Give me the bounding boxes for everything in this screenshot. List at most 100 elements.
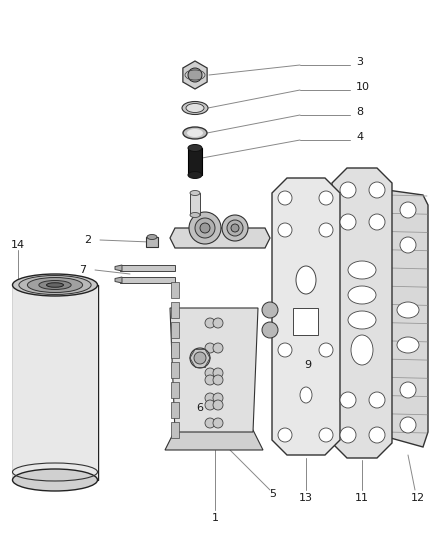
Circle shape: [189, 212, 221, 244]
Polygon shape: [332, 168, 392, 458]
Ellipse shape: [186, 103, 204, 112]
Polygon shape: [293, 308, 318, 335]
Text: 5: 5: [269, 489, 276, 499]
Text: 4: 4: [357, 132, 364, 142]
Circle shape: [400, 382, 416, 398]
Circle shape: [205, 393, 215, 403]
Circle shape: [194, 352, 206, 364]
Circle shape: [400, 417, 416, 433]
Ellipse shape: [351, 335, 373, 365]
Circle shape: [319, 191, 333, 205]
Polygon shape: [146, 237, 158, 247]
Polygon shape: [385, 190, 428, 447]
Circle shape: [340, 392, 356, 408]
Circle shape: [278, 428, 292, 442]
Circle shape: [213, 418, 223, 428]
Circle shape: [369, 427, 385, 443]
Ellipse shape: [190, 213, 200, 217]
Circle shape: [205, 400, 215, 410]
Text: 10: 10: [356, 82, 370, 92]
Polygon shape: [170, 308, 258, 432]
Polygon shape: [115, 277, 122, 283]
Text: 13: 13: [299, 493, 313, 503]
Text: 2: 2: [85, 235, 92, 245]
Circle shape: [205, 318, 215, 328]
Circle shape: [222, 215, 248, 241]
Ellipse shape: [46, 282, 64, 287]
Ellipse shape: [397, 302, 419, 318]
Circle shape: [262, 302, 278, 318]
Polygon shape: [170, 228, 270, 248]
Circle shape: [227, 220, 243, 236]
Circle shape: [213, 393, 223, 403]
Ellipse shape: [348, 261, 376, 279]
Ellipse shape: [183, 127, 207, 139]
Circle shape: [188, 68, 202, 82]
Circle shape: [369, 392, 385, 408]
Polygon shape: [165, 430, 263, 450]
Circle shape: [340, 427, 356, 443]
Circle shape: [369, 182, 385, 198]
Polygon shape: [171, 402, 179, 418]
Circle shape: [278, 191, 292, 205]
Ellipse shape: [190, 190, 200, 196]
Text: 12: 12: [411, 493, 425, 503]
Text: 11: 11: [355, 493, 369, 503]
Circle shape: [205, 368, 215, 378]
Circle shape: [262, 322, 278, 338]
Text: 8: 8: [357, 107, 364, 117]
Ellipse shape: [397, 337, 419, 353]
Circle shape: [190, 348, 210, 368]
Circle shape: [213, 368, 223, 378]
Circle shape: [213, 375, 223, 385]
Text: 3: 3: [357, 57, 364, 67]
Ellipse shape: [188, 144, 202, 151]
Circle shape: [195, 218, 215, 238]
Ellipse shape: [39, 280, 71, 289]
Ellipse shape: [13, 469, 98, 491]
Polygon shape: [171, 422, 179, 438]
Polygon shape: [190, 193, 200, 215]
Polygon shape: [183, 61, 207, 89]
Ellipse shape: [187, 129, 203, 137]
Polygon shape: [272, 178, 340, 455]
Ellipse shape: [300, 387, 312, 403]
Polygon shape: [171, 322, 179, 338]
Polygon shape: [171, 382, 179, 398]
Circle shape: [369, 214, 385, 230]
Polygon shape: [13, 285, 98, 480]
Circle shape: [213, 343, 223, 353]
Ellipse shape: [13, 274, 98, 296]
Polygon shape: [171, 282, 179, 298]
Circle shape: [319, 343, 333, 357]
Polygon shape: [171, 362, 179, 378]
Text: 1: 1: [212, 513, 219, 523]
Polygon shape: [120, 265, 175, 271]
Ellipse shape: [182, 101, 208, 115]
Circle shape: [340, 214, 356, 230]
Circle shape: [231, 224, 239, 232]
Ellipse shape: [188, 172, 202, 179]
Circle shape: [400, 202, 416, 218]
Text: 7: 7: [79, 265, 87, 275]
Text: 9: 9: [304, 360, 311, 370]
Polygon shape: [115, 265, 122, 271]
Ellipse shape: [348, 311, 376, 329]
Ellipse shape: [296, 266, 316, 294]
Ellipse shape: [147, 235, 157, 239]
Circle shape: [213, 318, 223, 328]
Circle shape: [200, 223, 210, 233]
Polygon shape: [171, 342, 179, 358]
Circle shape: [400, 237, 416, 253]
Ellipse shape: [27, 278, 83, 293]
Ellipse shape: [19, 276, 91, 295]
Circle shape: [205, 343, 215, 353]
Circle shape: [213, 400, 223, 410]
Circle shape: [278, 223, 292, 237]
Text: 14: 14: [11, 240, 25, 250]
Text: 6: 6: [197, 403, 204, 413]
Circle shape: [319, 223, 333, 237]
Polygon shape: [171, 302, 179, 318]
Circle shape: [319, 428, 333, 442]
Circle shape: [278, 343, 292, 357]
